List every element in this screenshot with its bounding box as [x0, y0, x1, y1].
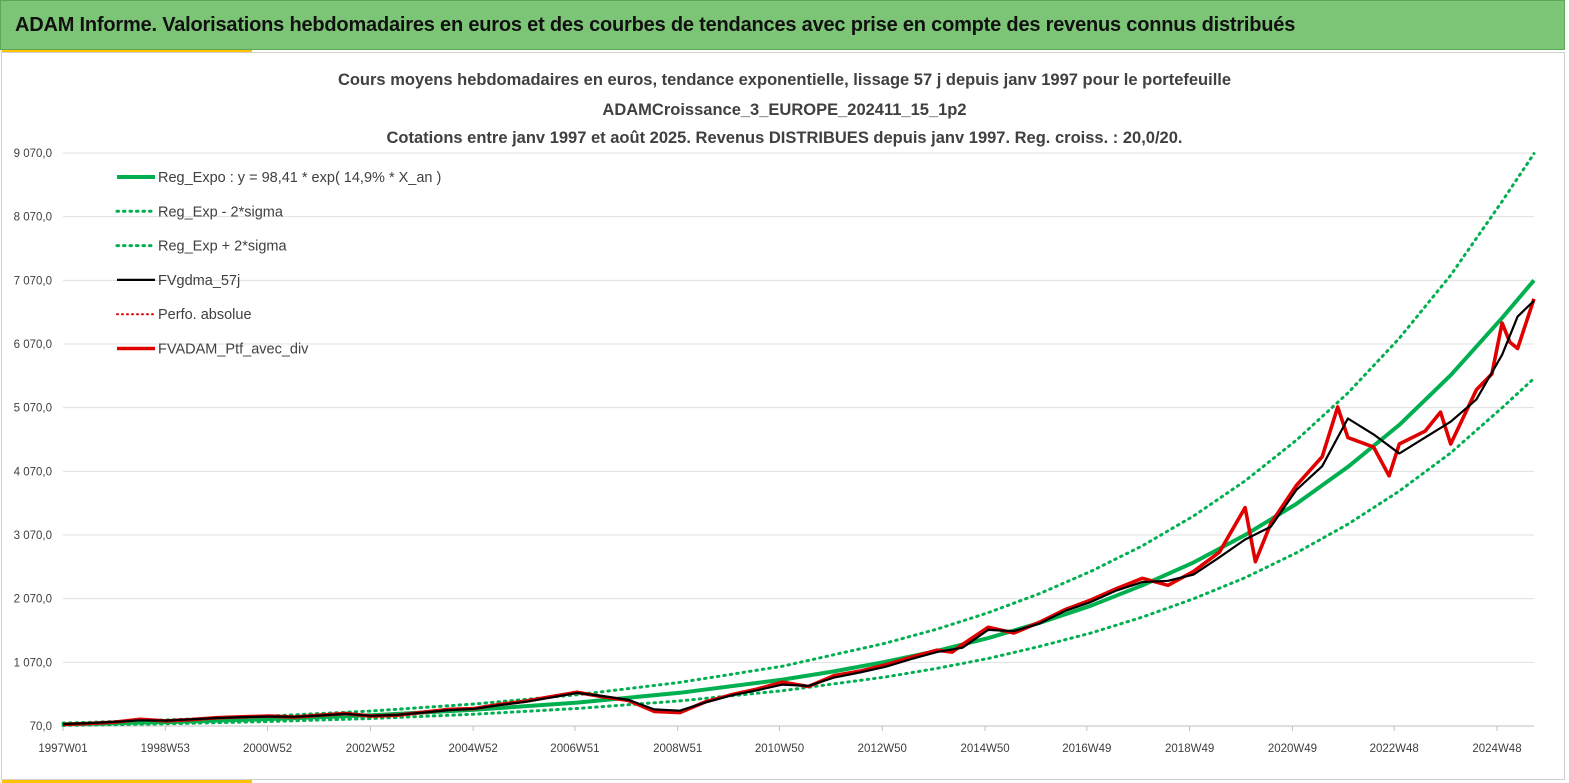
x-tick-label: 2002W52 — [346, 743, 395, 755]
chart-title-line-2: ADAMCroissance_3_EUROPE_202411_15_1p2 — [602, 101, 967, 119]
x-tick-label: 1998W53 — [141, 743, 190, 755]
legend-label-reg_plus: Reg_Exp + 2*sigma — [158, 239, 287, 255]
legend: Reg_Expo : y = 98,41 * exp( 14,9% * X_an… — [115, 170, 441, 358]
x-tick-label: 2018W49 — [1165, 743, 1214, 755]
x-tick-label: 2016W49 — [1062, 743, 1111, 755]
series-lines — [61, 152, 1536, 727]
series-line-reg_minus — [61, 376, 1536, 727]
y-tick-label: 8 070,0 — [14, 212, 52, 224]
accent-bar-bottom-left — [2, 777, 252, 783]
header-bar: ADAM Informe. Valorisations hebdomadaire… — [0, 0, 1565, 50]
y-tick-label: 1 070,0 — [14, 657, 52, 669]
legend-label-fvgdma: FVgdma_57j — [158, 273, 240, 289]
x-tick-label: 2024W48 — [1472, 743, 1521, 755]
x-tick-label: 2004W52 — [449, 743, 498, 755]
legend-label-reg_expo: Reg_Expo : y = 98,41 * exp( 14,9% * X_an… — [158, 170, 441, 186]
x-tick-label: 2022W48 — [1370, 743, 1419, 755]
series-line-reg_plus — [61, 152, 1536, 725]
x-tick-label: 2000W52 — [243, 743, 292, 755]
x-tick-labels: 1997W01 1998W53 2000W52 2002W52 2004W52 2006W… — [38, 726, 1522, 755]
x-tick-label: 2006W51 — [550, 743, 599, 755]
chart-frame — [1, 52, 1565, 780]
y-tick-label: 2 070,0 — [14, 594, 52, 606]
legend-label-reg_minus: Reg_Exp - 2*sigma — [158, 204, 284, 220]
y-tick-label: 70,0 — [30, 721, 52, 733]
y-tick-label: 6 070,0 — [14, 339, 52, 351]
chart-title-line-1: Cours moyens hebdomadaires en euros, ten… — [337, 71, 1232, 89]
legend-label-fvadam: FVADAM_Ptf_avec_div — [158, 342, 309, 358]
x-tick-label: 2008W51 — [653, 743, 702, 755]
y-tick-label: 9 070,0 — [14, 148, 52, 160]
x-tick-label: 2020W49 — [1268, 743, 1317, 755]
x-tick-label: 2012W50 — [858, 743, 907, 755]
x-tick-label: 1997W01 — [38, 743, 87, 755]
y-tick-label: 4 070,0 — [14, 466, 52, 478]
series-line-fvgdma — [62, 299, 1535, 726]
y-tick-label: 5 070,0 — [14, 403, 52, 415]
x-tick-label: 2010W50 — [755, 743, 804, 755]
y-tick-label: 3 070,0 — [14, 530, 52, 542]
y-tick-label: 7 070,0 — [14, 275, 52, 287]
y-tick-labels: 70,0 1 070,0 2 070,0 3 070,0 4 070,0 5 070,0 6… — [14, 148, 52, 733]
chart-title-line-3: Cotations entre janv 1997 et août 2025. … — [386, 129, 1183, 147]
gridlines — [63, 152, 1534, 727]
series-line-fvadam — [62, 298, 1536, 727]
legend-label-perfo: Perfo. absolue — [158, 307, 252, 323]
x-tick-label: 2014W50 — [960, 743, 1009, 755]
header-title: ADAM Informe. Valorisations hebdomadaire… — [15, 14, 1296, 36]
